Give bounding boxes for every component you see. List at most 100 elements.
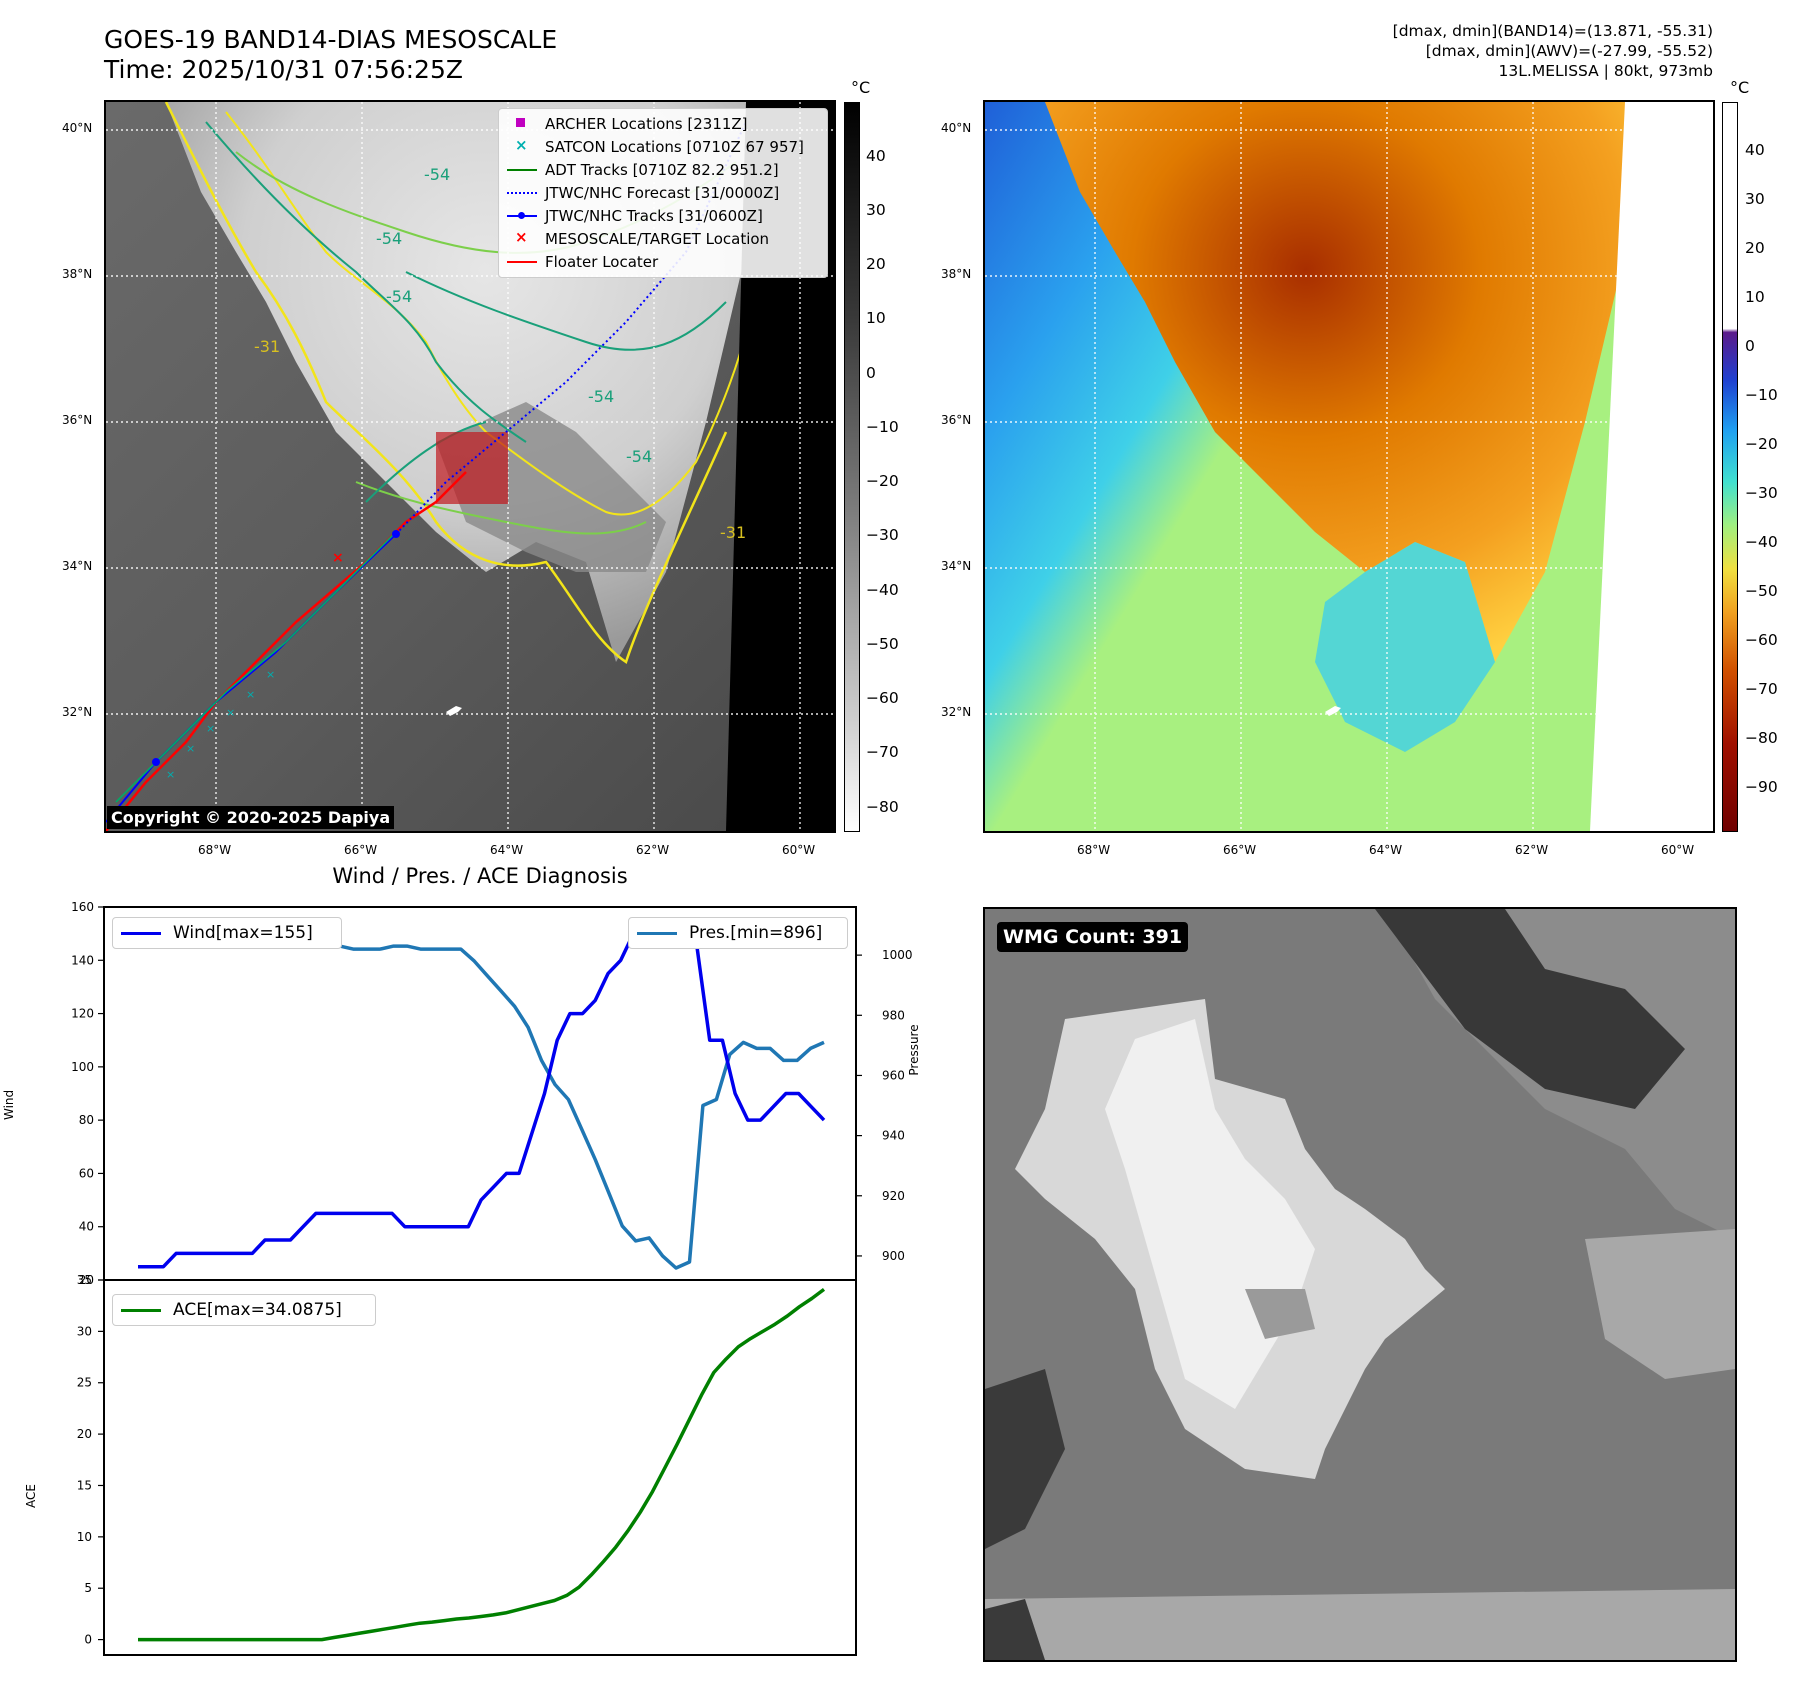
map-legend: ARCHER Locations [2311Z] × SATCON Locati…: [498, 108, 828, 278]
lat-label: 38°N: [62, 267, 93, 281]
colorbar-tick: −80: [1745, 729, 1778, 747]
dot-marker-icon: [518, 212, 525, 219]
svg-text:×: ×: [226, 706, 235, 719]
pressure-axis-label: Pressure: [907, 1024, 921, 1076]
wind-tick-label: 120: [71, 1007, 94, 1021]
pressure-tick-label: 900: [882, 1249, 905, 1263]
colorbar-tick: −40: [866, 581, 899, 599]
lon-label: 66°W: [1223, 843, 1257, 857]
contour-label: -54: [424, 165, 450, 184]
ace-tick-label: 5: [84, 1581, 92, 1595]
lon-label: 68°W: [1077, 843, 1111, 857]
colorbar-tick: −70: [1745, 680, 1778, 698]
colorbar-tick: 40: [1745, 141, 1765, 159]
lon-label: 64°W: [1369, 843, 1403, 857]
band14-map: -54 -54 -54 -54 -54 -31 -31 × × × × × × × ARC…: [104, 100, 836, 833]
pressure-series-line: [138, 920, 825, 1270]
colorbar-tick: −20: [1745, 435, 1778, 453]
line-marker-icon: [637, 932, 677, 935]
colorbar-tick: 10: [866, 309, 886, 327]
wind-tick-label: 80: [79, 1113, 94, 1127]
wind-axis-label: Wind: [2, 1089, 16, 1120]
colorbar-tick: 40: [866, 147, 886, 165]
wind-tick-label: 140: [71, 953, 94, 967]
info-storm-status: 13L.MELISSA | 80kt, 973mb: [1498, 62, 1713, 80]
x-marker-icon: ×: [515, 228, 528, 246]
pressure-tick-label: 980: [882, 1008, 905, 1022]
lat-label: 36°N: [62, 413, 93, 427]
svg-text:×: ×: [206, 722, 215, 735]
colorbar-tick: 0: [1745, 337, 1755, 355]
colorbar-tick: 20: [866, 255, 886, 273]
wind-tick-label: 40: [79, 1220, 94, 1234]
colorbar-tick: 30: [866, 201, 886, 219]
lat-label: 32°N: [62, 705, 93, 719]
colorbar-right: [1722, 102, 1738, 832]
colorbar-left: [844, 102, 860, 832]
contour-label: -54: [588, 387, 614, 406]
line-marker-icon: [121, 932, 161, 935]
colorbar-tick: −80: [866, 798, 899, 816]
ace-tick-label: 15: [77, 1478, 92, 1492]
line-marker-icon: [507, 169, 537, 171]
colorbar-tick: −10: [866, 418, 899, 436]
pressure-tick-label: 960: [882, 1068, 905, 1082]
colorbar-tick: −60: [866, 689, 899, 707]
lat-label: 38°N: [941, 267, 972, 281]
awv-map-image: [985, 102, 1713, 831]
colorbar-tick: −60: [1745, 631, 1778, 649]
svg-text:×: ×: [246, 688, 255, 701]
awv-map: [983, 100, 1715, 833]
contour-label: -54: [626, 447, 652, 466]
dotted-line-icon: [507, 192, 537, 194]
colorbar-tick: −50: [1745, 582, 1778, 600]
copyright-notice: Copyright © 2020-2025 Dapiya: [107, 806, 395, 829]
lat-label: 34°N: [62, 559, 93, 573]
contour-label: -31: [720, 523, 746, 542]
lat-label: 40°N: [941, 121, 972, 135]
colorbar-tick: 20: [1745, 239, 1765, 257]
pressure-legend: Pres.[min=896]: [628, 917, 848, 949]
colorbar-unit-left: °C: [851, 78, 871, 97]
colorbar-tick: −20: [866, 472, 899, 490]
line-marker-icon: [121, 1309, 161, 1312]
colorbar-tick: −30: [866, 526, 899, 544]
ace-plot-frame: [103, 1279, 857, 1656]
line-marker-icon: [507, 261, 537, 263]
figure-time: Time: 2025/10/31 07:56:25Z: [104, 55, 463, 84]
ace-legend: ACE[max=34.0875]: [112, 1294, 376, 1326]
pressure-tick-label: 1000: [882, 948, 913, 962]
ace-tick-label: 25: [77, 1376, 92, 1390]
wmg-count-label: WMG Count: 391: [997, 922, 1189, 952]
colorbar-tick: −10: [1745, 386, 1778, 404]
contour-label: -54: [386, 287, 412, 306]
pressure-tick-label: 920: [882, 1189, 905, 1203]
ace-tick-label: 10: [77, 1530, 92, 1544]
colorbar-tick: −40: [1745, 533, 1778, 551]
info-awv-range: [dmax, dmin](AWV)=(-27.99, -55.52): [1425, 42, 1713, 60]
wind-legend: Wind[max=155]: [112, 917, 342, 949]
lon-label: 62°W: [1515, 843, 1549, 857]
svg-text:×: ×: [332, 550, 344, 566]
lat-label: 32°N: [941, 705, 972, 719]
svg-text:×: ×: [186, 742, 195, 755]
svg-text:×: ×: [166, 768, 175, 781]
contour-label: -31: [254, 337, 280, 356]
ace-axis-label: ACE: [24, 1484, 38, 1508]
x-marker-icon: ×: [515, 136, 528, 154]
wind-tick-label: 60: [79, 1166, 94, 1180]
colorbar-tick: 10: [1745, 288, 1765, 306]
wmg-image-raster: [985, 909, 1735, 1660]
colorbar-tick: 0: [866, 364, 876, 382]
colorbar-tick: −30: [1745, 484, 1778, 502]
lat-label: 40°N: [62, 121, 93, 135]
lon-label: 60°W: [1661, 843, 1695, 857]
colorbar-tick: −90: [1745, 778, 1778, 796]
colorbar-tick: −70: [866, 743, 899, 761]
ace-tick-label: 20: [77, 1427, 92, 1441]
diag-chart: 20 40 60 80 100 120 140 160 900 920 940 960 980 1000 0…: [71, 900, 913, 1656]
colorbar-unit-right: °C: [1730, 78, 1750, 97]
wind-tick-label: 100: [71, 1060, 94, 1074]
wind-pressure-plot-frame: [103, 906, 857, 1281]
colorbar-tick: −50: [866, 635, 899, 653]
